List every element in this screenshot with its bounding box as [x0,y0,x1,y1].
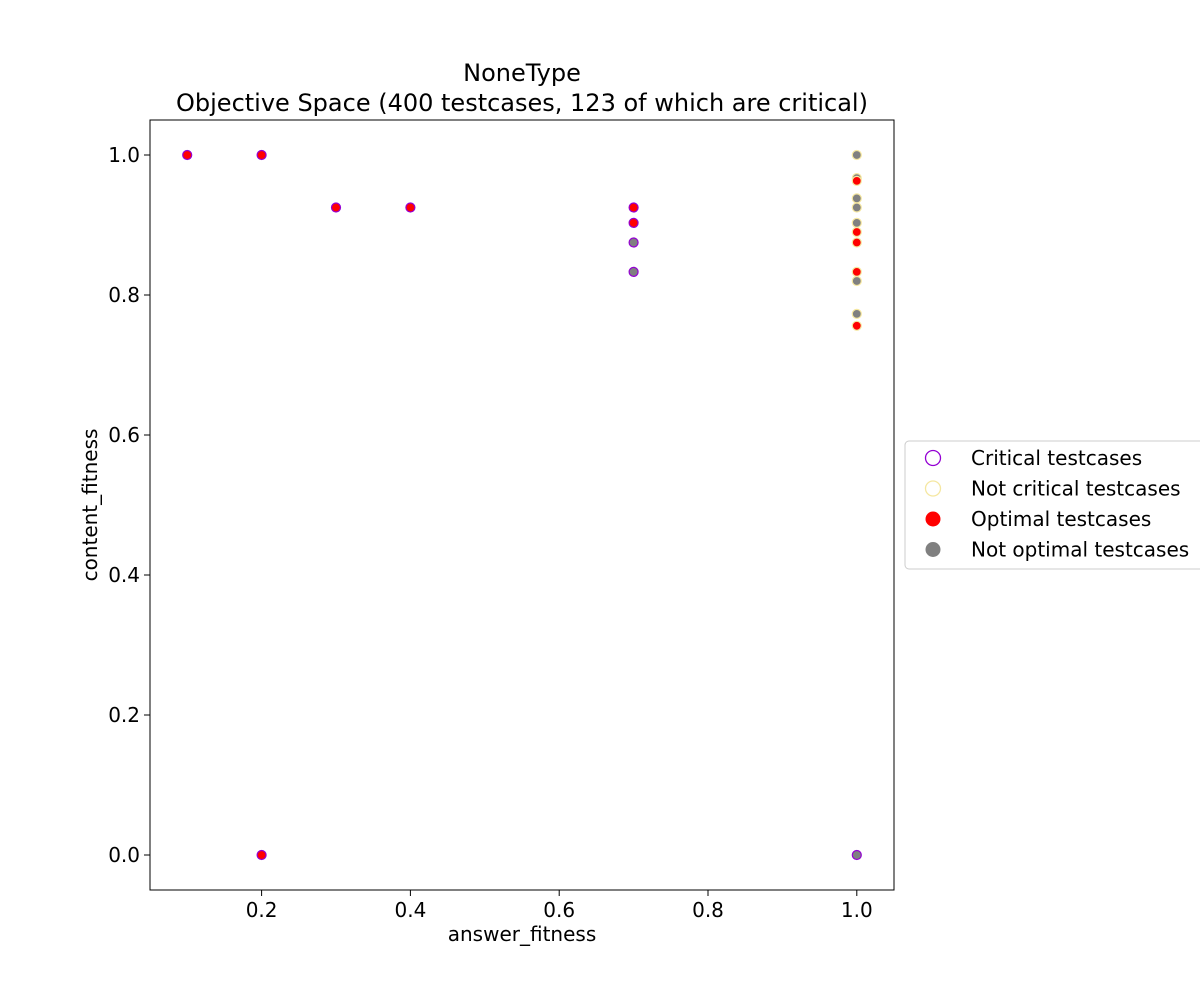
data-point [851,275,862,287]
data-point [182,149,193,161]
data-point [256,849,267,861]
data-point [628,266,639,277]
data-point [628,202,639,213]
y-tick-label: 0.2 [108,703,140,727]
legend-marker [925,542,941,557]
x-axis-label: answer_fitness [448,922,597,946]
legend-entry-label: Critical testcases [971,446,1142,470]
data-point [851,320,862,331]
legend-entry-label: Not optimal testcases [971,538,1189,562]
data-point [851,226,862,238]
data-point [628,237,639,248]
legend-marker [925,511,941,527]
x-tick-label: 0.6 [543,898,575,922]
legend: Critical testcases Not critical testcases… [904,440,1200,570]
legend-box [904,440,1200,570]
y-axis-label: content_fitness [78,429,102,582]
legend-entry-label: Optimal testcases [971,507,1151,531]
data-point [851,175,862,186]
data-point [405,202,416,213]
x-tick-label: 0.4 [394,898,426,922]
y-tick-label: 1.0 [108,143,140,167]
data-point [851,149,862,161]
data-point [628,217,639,228]
legend-marker [924,449,942,467]
legend-marker [924,480,942,497]
x-tick-label: 1.0 [841,898,873,922]
chart-title: NoneType [463,59,581,87]
data-point [851,193,862,204]
x-tick-label: 0.2 [246,898,278,922]
legend-entry-label: Not critical testcases [971,477,1181,501]
data-point [851,266,862,277]
data-point [851,202,862,213]
y-tick-label: 0.8 [108,283,140,307]
data-point [851,308,862,319]
plot-frame [149,119,895,891]
data-point [256,149,267,161]
data-point [851,217,862,228]
data-point [851,849,862,861]
plot-area: 0.2 0.4 0.6 0.8 1.0 0.0 0.2 0.4 0.6 0.8 1.0 [108,119,895,922]
y-tick-label: 0.6 [108,423,140,447]
y-tick-label: 0.0 [108,843,140,867]
data-point [330,202,342,213]
chart-subtitle: Objective Space (400 testcases, 123 of w… [176,89,868,117]
y-tick-label: 0.4 [108,563,140,587]
data-point [851,237,862,248]
x-tick-label: 0.8 [692,898,724,922]
